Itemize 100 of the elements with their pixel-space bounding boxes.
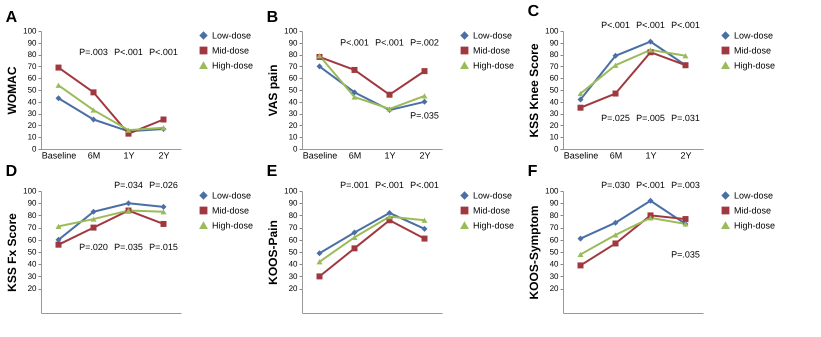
- y-tick-label: 100: [284, 26, 298, 36]
- text: P=.003: [671, 180, 700, 190]
- point: [126, 200, 132, 206]
- text: P<.001: [410, 180, 439, 190]
- y-tick-label: 50: [288, 86, 298, 94]
- point: [352, 66, 358, 73]
- y-tick-label: 20: [28, 284, 38, 294]
- point: [316, 273, 322, 280]
- y-tick-label: 50: [28, 248, 38, 256]
- x-tick-label: 6M: [88, 150, 100, 160]
- y-tick-label: 10: [550, 132, 560, 142]
- y-tick-label: 70: [288, 223, 298, 232]
- annotation: P=.005: [636, 113, 665, 124]
- annotation: P<.001: [149, 46, 178, 57]
- legend-label: Low-dose: [734, 30, 774, 40]
- y-tick-label: 70: [288, 62, 298, 71]
- point: [160, 204, 166, 210]
- y-tick-label: 60: [550, 74, 560, 83]
- x-tick-label: 2Y: [158, 150, 170, 160]
- y-tick-label: 0: [32, 144, 38, 154]
- y-tick-label: 80: [288, 210, 298, 220]
- point: [56, 224, 62, 229]
- point: [578, 236, 584, 242]
- y-tick-label: 90: [288, 38, 298, 48]
- point: [578, 90, 584, 96]
- y-tick-label: 10: [28, 132, 38, 142]
- x-tick-label: 1Y: [645, 150, 657, 160]
- y-tick-label: 90: [28, 38, 38, 48]
- point: [56, 64, 62, 71]
- y-tick-label: 70: [28, 62, 38, 71]
- legend-label: Low-dose: [473, 30, 512, 40]
- point: [90, 107, 96, 113]
- y-tick-label: 20: [550, 120, 560, 130]
- y-tick-label: 0: [554, 144, 560, 154]
- y-tick-label: 50: [550, 86, 560, 94]
- annotation: P=.031: [671, 113, 700, 124]
- y-tick-label: 90: [28, 198, 38, 208]
- y-axis-title: KSS Fx Score: [5, 212, 20, 292]
- point: [612, 220, 618, 226]
- legend-label: High-dose: [473, 220, 514, 230]
- x-tick-label: 6M: [610, 150, 622, 160]
- legend-label: Mid-dose: [473, 206, 510, 216]
- point: [56, 95, 62, 102]
- y-tick-label: 30: [288, 272, 298, 281]
- point: [578, 96, 584, 102]
- legend-label: Mid-dose: [212, 206, 250, 216]
- y-axis-title: KSS Knee Score: [527, 43, 542, 138]
- y-tick-label: 70: [550, 62, 560, 71]
- point: [578, 252, 584, 258]
- point: [90, 208, 96, 215]
- point: [578, 262, 584, 268]
- point: [422, 226, 428, 232]
- text: P<.001: [636, 180, 665, 190]
- y-tick-label: 30: [550, 109, 560, 118]
- legend-label: High-dose: [212, 60, 254, 70]
- annotation: P=.015: [149, 242, 178, 252]
- point: [352, 245, 358, 252]
- x-tick-label: 2Y: [680, 150, 692, 160]
- legend-label: High-dose: [734, 60, 776, 70]
- point: [682, 53, 688, 58]
- y-tick-label: 60: [28, 235, 38, 244]
- annotation: P=.002: [410, 38, 439, 48]
- point: [422, 236, 428, 242]
- point: [160, 209, 166, 214]
- text: P=.030: [601, 180, 630, 190]
- point: [612, 240, 618, 246]
- x-tick-label: Baseline: [302, 150, 338, 160]
- legend-label: Low-dose: [473, 190, 512, 200]
- point: [352, 229, 358, 236]
- y-tick-label: 100: [545, 26, 560, 36]
- y-tick-label: 60: [28, 74, 38, 83]
- annotation: P<.001: [114, 46, 143, 57]
- x-tick-label: 1Y: [123, 150, 135, 160]
- legend-label: Mid-dose: [473, 46, 510, 56]
- annotation: P=.003: [79, 46, 108, 57]
- point: [316, 259, 322, 264]
- annotation: P=.025: [601, 113, 630, 124]
- y-tick-label: 100: [23, 186, 38, 196]
- point: [682, 216, 688, 222]
- legend-label: High-dose: [212, 220, 254, 230]
- y-tick-label: 20: [550, 284, 560, 294]
- point: [612, 232, 618, 238]
- y-tick-label: 70: [28, 223, 38, 232]
- text: P=.001: [340, 180, 369, 190]
- point: [648, 198, 654, 204]
- y-tick-label: 40: [288, 97, 298, 106]
- x-tick-label: Baseline: [42, 150, 76, 160]
- point: [386, 210, 392, 216]
- text: P<.001: [636, 20, 665, 30]
- y-tick-label: 80: [550, 210, 560, 220]
- point: [352, 94, 358, 100]
- chart-title: E: [266, 162, 278, 180]
- text: P=.026: [149, 180, 178, 190]
- y-tick-label: 20: [288, 120, 298, 130]
- y-tick-label: 20: [28, 120, 38, 130]
- legend-label: Mid-dose: [734, 46, 772, 56]
- y-tick-label: 80: [28, 210, 38, 220]
- annotation: P=.035: [114, 242, 143, 252]
- annotation: P=.035: [671, 249, 700, 260]
- y-tick-label: 40: [28, 260, 38, 269]
